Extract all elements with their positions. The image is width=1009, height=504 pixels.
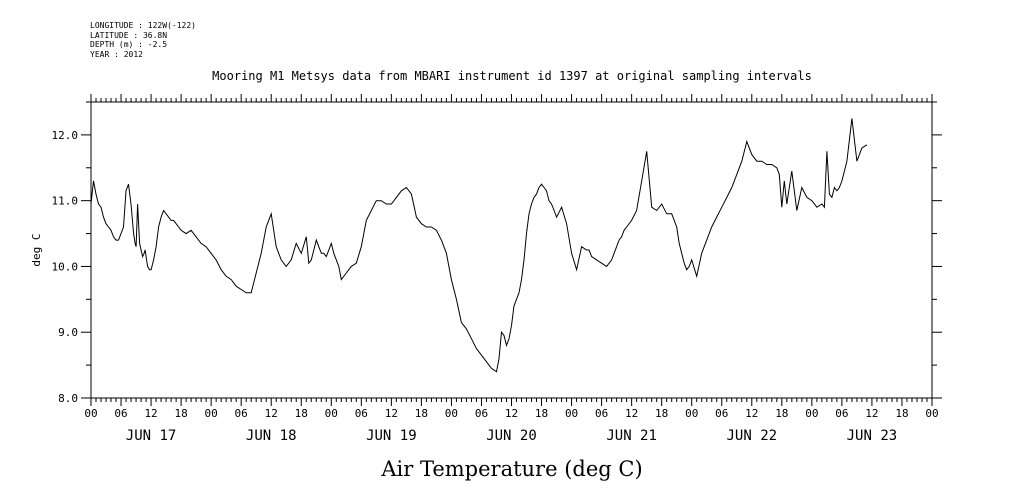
longitude-label: LONGITUDE : 122W(-122) bbox=[90, 21, 196, 30]
x-tick-label: 00 bbox=[565, 407, 578, 420]
y-tick-label: 10.0 bbox=[52, 260, 79, 273]
x-day-label: JUN 18 bbox=[246, 428, 297, 444]
x-tick-label: 00 bbox=[925, 407, 938, 420]
x-tick-label: 12 bbox=[745, 407, 758, 420]
x-tick-label: 12 bbox=[144, 407, 157, 420]
x-tick-label: 06 bbox=[475, 407, 488, 420]
x-day-label: JUN 23 bbox=[847, 428, 898, 444]
x-tick-label: 12 bbox=[265, 407, 278, 420]
y-tick-label: 9.0 bbox=[58, 326, 78, 339]
x-day-label: JUN 17 bbox=[126, 428, 177, 444]
x-tick-label: 00 bbox=[325, 407, 338, 420]
x-tick-label: 18 bbox=[775, 407, 788, 420]
x-tick-label: 00 bbox=[205, 407, 218, 420]
x-tick-label: 06 bbox=[235, 407, 248, 420]
x-tick-label: 06 bbox=[355, 407, 368, 420]
x-tick-label: 18 bbox=[295, 407, 308, 420]
x-tick-label: 00 bbox=[685, 407, 698, 420]
x-day-label: JUN 21 bbox=[606, 428, 657, 444]
x-tick-label: 18 bbox=[535, 407, 548, 420]
y-tick-label: 8.0 bbox=[58, 392, 78, 405]
y-tick-label: 11.0 bbox=[52, 195, 79, 208]
x-tick-label: 18 bbox=[655, 407, 668, 420]
x-tick-label: 00 bbox=[445, 407, 458, 420]
x-tick-label: 18 bbox=[895, 407, 908, 420]
depth-label: DEPTH (m) : -2.5 bbox=[90, 40, 168, 49]
x-tick-label: 06 bbox=[114, 407, 127, 420]
x-axis: 00 06 12 18 00 06 12 18 00 06 12 18 00 06 12 18 00 06 12 18… bbox=[84, 94, 939, 444]
x-tick-label: 12 bbox=[865, 407, 878, 420]
x-tick-label: 06 bbox=[715, 407, 728, 420]
latitude-label: LATITUDE : 36.8N bbox=[90, 30, 168, 40]
x-tick-label: 00 bbox=[84, 407, 97, 420]
plot-frame bbox=[90, 101, 933, 399]
x-tick-label: 12 bbox=[385, 407, 398, 420]
x-day-label: JUN 22 bbox=[726, 428, 777, 444]
x-axis-label: Air Temperature (deg C) bbox=[380, 457, 642, 481]
x-day-label: JUN 20 bbox=[486, 428, 537, 444]
y-axis-label: deg C bbox=[30, 233, 43, 266]
y-axis: 8.0 9.0 10.0 11.0 12.0 bbox=[52, 101, 942, 405]
x-tick-label: 00 bbox=[805, 407, 818, 420]
series-layer bbox=[90, 118, 868, 373]
y-tick-label: 12.0 bbox=[52, 129, 79, 142]
x-tick-label: 12 bbox=[625, 407, 638, 420]
x-day-label: JUN 19 bbox=[366, 428, 417, 444]
x-tick-label: 18 bbox=[415, 407, 428, 420]
year-label: YEAR : 2012 bbox=[90, 49, 143, 59]
x-tick-label: 18 bbox=[174, 407, 187, 420]
x-tick-label: 06 bbox=[595, 407, 608, 420]
metadata-block: LONGITUDE : 122W(-122) LATITUDE : 36.8N … bbox=[90, 21, 196, 59]
chart-title: Mooring M1 Metsys data from MBARI instru… bbox=[212, 69, 812, 83]
x-tick-label: 12 bbox=[505, 407, 518, 420]
series-line bbox=[90, 118, 868, 373]
x-tick-label: 06 bbox=[835, 407, 848, 420]
